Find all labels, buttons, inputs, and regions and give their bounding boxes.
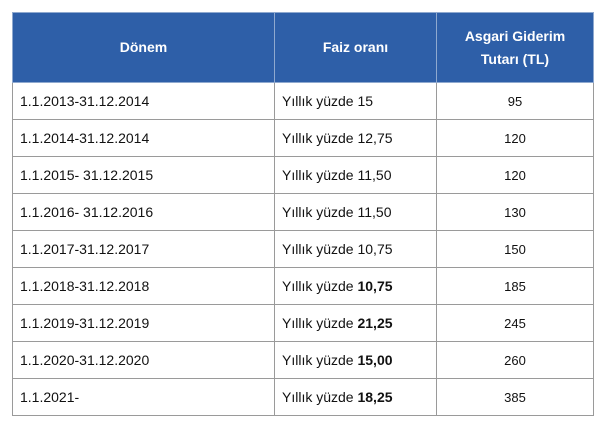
rate-cell: Yıllık yüzde 15,00	[274, 341, 437, 379]
table-row: 1.1.2015- 31.12.2015 Yıllık yüzde 11,50 12…	[12, 156, 594, 194]
rate-cell: Yıllık yüzde 21,25	[274, 304, 437, 342]
table-row: 1.1.2018-31.12.2018 Yıllık yüzde 10,75 185	[12, 267, 594, 305]
period-cell: 1.1.2017-31.12.2017	[12, 230, 275, 268]
table-row: 1.1.2017-31.12.2017 Yıllık yüzde 10,75 150	[12, 230, 594, 268]
amount-cell: 95	[436, 82, 594, 120]
amount-cell: 245	[436, 304, 594, 342]
rate-value: 15	[357, 93, 374, 109]
table-row: 1.1.2016- 31.12.2016 Yıllık yüzde 11,50 13…	[12, 193, 594, 231]
rate-cell: Yıllık yüzde 18,25	[274, 378, 437, 416]
rate-cell: Yıllık yüzde 11,50	[274, 193, 437, 231]
header-amount-line2: Tutarı (TL)	[480, 50, 550, 67]
amount-cell: 120	[436, 156, 594, 194]
rate-cell: Yıllık yüzde 11,50	[274, 156, 437, 194]
amount-cell: 120	[436, 119, 594, 157]
header-amount-line1: Asgari Giderim	[464, 27, 566, 44]
period-cell: 1.1.2015- 31.12.2015	[12, 156, 275, 194]
interest-rate-table: Dönem Faiz oranı Asgari Giderim Tutarı (…	[12, 12, 594, 416]
header-row: Dönem Faiz oranı Asgari Giderim Tutarı (…	[12, 12, 594, 83]
table-row: 1.1.2021- Yıllık yüzde 18,25 385	[12, 378, 594, 416]
period-cell: 1.1.2016- 31.12.2016	[12, 193, 275, 231]
rate-cell: Yıllık yüzde 15	[274, 82, 437, 120]
rate-prefix: Yıllık yüzde	[282, 130, 354, 146]
rate-value: 15,00	[357, 352, 393, 368]
rate-value: 18,25	[357, 389, 393, 405]
period-cell: 1.1.2014-31.12.2014	[12, 119, 275, 157]
table-body: 1.1.2013-31.12.2014 Yıllık yüzde 15 95 1.1.…	[12, 82, 594, 416]
amount-cell: 185	[436, 267, 594, 305]
header-amount: Asgari Giderim Tutarı (TL)	[436, 12, 594, 83]
rate-value: 21,25	[357, 315, 393, 331]
rate-value: 12,75	[357, 130, 393, 146]
rate-prefix: Yıllık yüzde	[282, 389, 354, 405]
rate-prefix: Yıllık yüzde	[282, 93, 354, 109]
rate-prefix: Yıllık yüzde	[282, 204, 354, 220]
amount-cell: 130	[436, 193, 594, 231]
rate-cell: Yıllık yüzde 12,75	[274, 119, 437, 157]
rate-prefix: Yıllık yüzde	[282, 278, 354, 294]
table-row: 1.1.2019-31.12.2019 Yıllık yüzde 21,25 245	[12, 304, 594, 342]
rate-value: 11,50	[357, 204, 392, 220]
rate-prefix: Yıllık yüzde	[282, 167, 354, 183]
table-row: 1.1.2013-31.12.2014 Yıllık yüzde 15 95	[12, 82, 594, 120]
rate-cell: Yıllık yüzde 10,75	[274, 230, 437, 268]
rate-cell: Yıllık yüzde 10,75	[274, 267, 437, 305]
period-cell: 1.1.2018-31.12.2018	[12, 267, 275, 305]
rate-value: 10,75	[357, 241, 393, 257]
amount-cell: 150	[436, 230, 594, 268]
period-cell: 1.1.2013-31.12.2014	[12, 82, 275, 120]
rate-prefix: Yıllık yüzde	[282, 241, 354, 257]
table-row: 1.1.2014-31.12.2014 Yıllık yüzde 12,75 120	[12, 119, 594, 157]
table-row: 1.1.2020-31.12.2020 Yıllık yüzde 15,00 260	[12, 341, 594, 379]
header-period: Dönem	[12, 12, 275, 83]
amount-cell: 260	[436, 341, 594, 379]
header-rate: Faiz oranı	[274, 12, 437, 83]
rate-value: 11,50	[357, 167, 392, 183]
period-cell: 1.1.2019-31.12.2019	[12, 304, 275, 342]
rate-value: 10,75	[357, 278, 393, 294]
rate-prefix: Yıllık yüzde	[282, 315, 354, 331]
period-cell: 1.1.2020-31.12.2020	[12, 341, 275, 379]
period-cell: 1.1.2021-	[12, 378, 275, 416]
amount-cell: 385	[436, 378, 594, 416]
table-header: Dönem Faiz oranı Asgari Giderim Tutarı (…	[12, 12, 594, 83]
rate-prefix: Yıllık yüzde	[282, 352, 354, 368]
